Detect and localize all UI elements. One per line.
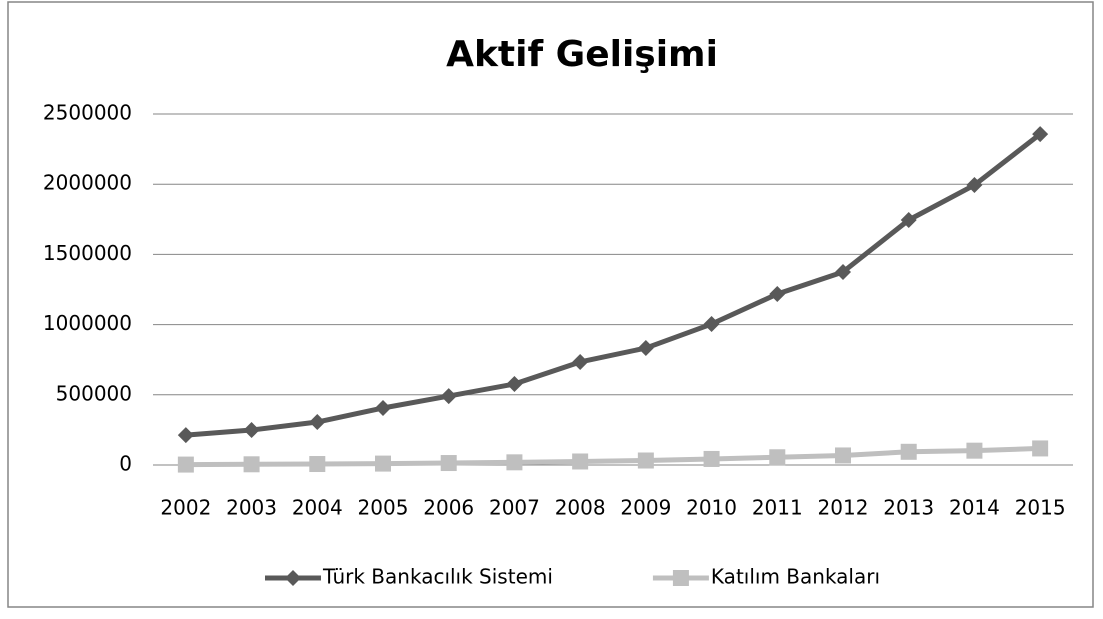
legend-label: Türk Bankacılık Sistemi bbox=[322, 565, 553, 589]
x-tick-label: 2009 bbox=[620, 496, 671, 520]
legend-label: Katılım Bankaları bbox=[711, 565, 880, 589]
marker bbox=[769, 449, 786, 466]
series-line bbox=[185, 445, 1041, 468]
marker bbox=[637, 340, 654, 357]
x-tick-label: 2004 bbox=[292, 496, 343, 520]
marker bbox=[769, 285, 786, 302]
x-tick-label: 2006 bbox=[423, 496, 474, 520]
marker bbox=[440, 455, 457, 472]
marker bbox=[1032, 126, 1049, 143]
marker bbox=[900, 212, 917, 229]
y-tick-label: 0 bbox=[119, 452, 132, 476]
x-tick-label: 2005 bbox=[358, 496, 409, 520]
marker bbox=[672, 570, 689, 586]
marker bbox=[243, 422, 260, 439]
x-tick-label: 2008 bbox=[555, 496, 606, 520]
x-tick-label: 2002 bbox=[160, 496, 211, 520]
series-line bbox=[185, 132, 1042, 438]
marker bbox=[835, 447, 851, 464]
marker bbox=[703, 450, 720, 467]
marker bbox=[309, 414, 326, 431]
marker bbox=[572, 353, 589, 370]
chart-title: Aktif Gelişimi bbox=[446, 34, 718, 75]
marker bbox=[637, 452, 654, 469]
x-tick-label: 2012 bbox=[818, 496, 869, 520]
x-tick-label: 2014 bbox=[949, 496, 1000, 520]
x-tick-label: 2010 bbox=[686, 496, 737, 520]
marker bbox=[440, 388, 457, 405]
marker bbox=[285, 570, 301, 586]
marker bbox=[966, 442, 983, 459]
marker bbox=[572, 453, 589, 470]
marker bbox=[309, 456, 326, 473]
marker bbox=[1032, 440, 1049, 457]
marker bbox=[375, 455, 391, 472]
x-tick-label: 2007 bbox=[489, 496, 540, 520]
marker bbox=[506, 454, 523, 471]
marker bbox=[966, 177, 983, 194]
y-tick-label: 2500000 bbox=[43, 101, 132, 125]
marker bbox=[703, 316, 720, 333]
marker bbox=[506, 375, 523, 392]
x-tick-label: 2013 bbox=[883, 496, 934, 520]
marker bbox=[375, 399, 391, 416]
y-tick-label: 1500000 bbox=[43, 241, 132, 265]
y-tick-label: 1000000 bbox=[43, 311, 132, 335]
marker bbox=[177, 456, 194, 473]
chart-border bbox=[7, 1, 1094, 608]
x-tick-label: 2003 bbox=[226, 496, 277, 520]
x-tick-label: 2015 bbox=[1015, 496, 1066, 520]
y-tick-label: 500000 bbox=[56, 381, 132, 405]
marker bbox=[835, 263, 851, 280]
y-tick-label: 2000000 bbox=[43, 171, 132, 195]
x-tick-label: 2011 bbox=[752, 496, 803, 520]
marker bbox=[177, 427, 194, 444]
marker bbox=[243, 456, 260, 473]
marker bbox=[900, 443, 917, 460]
